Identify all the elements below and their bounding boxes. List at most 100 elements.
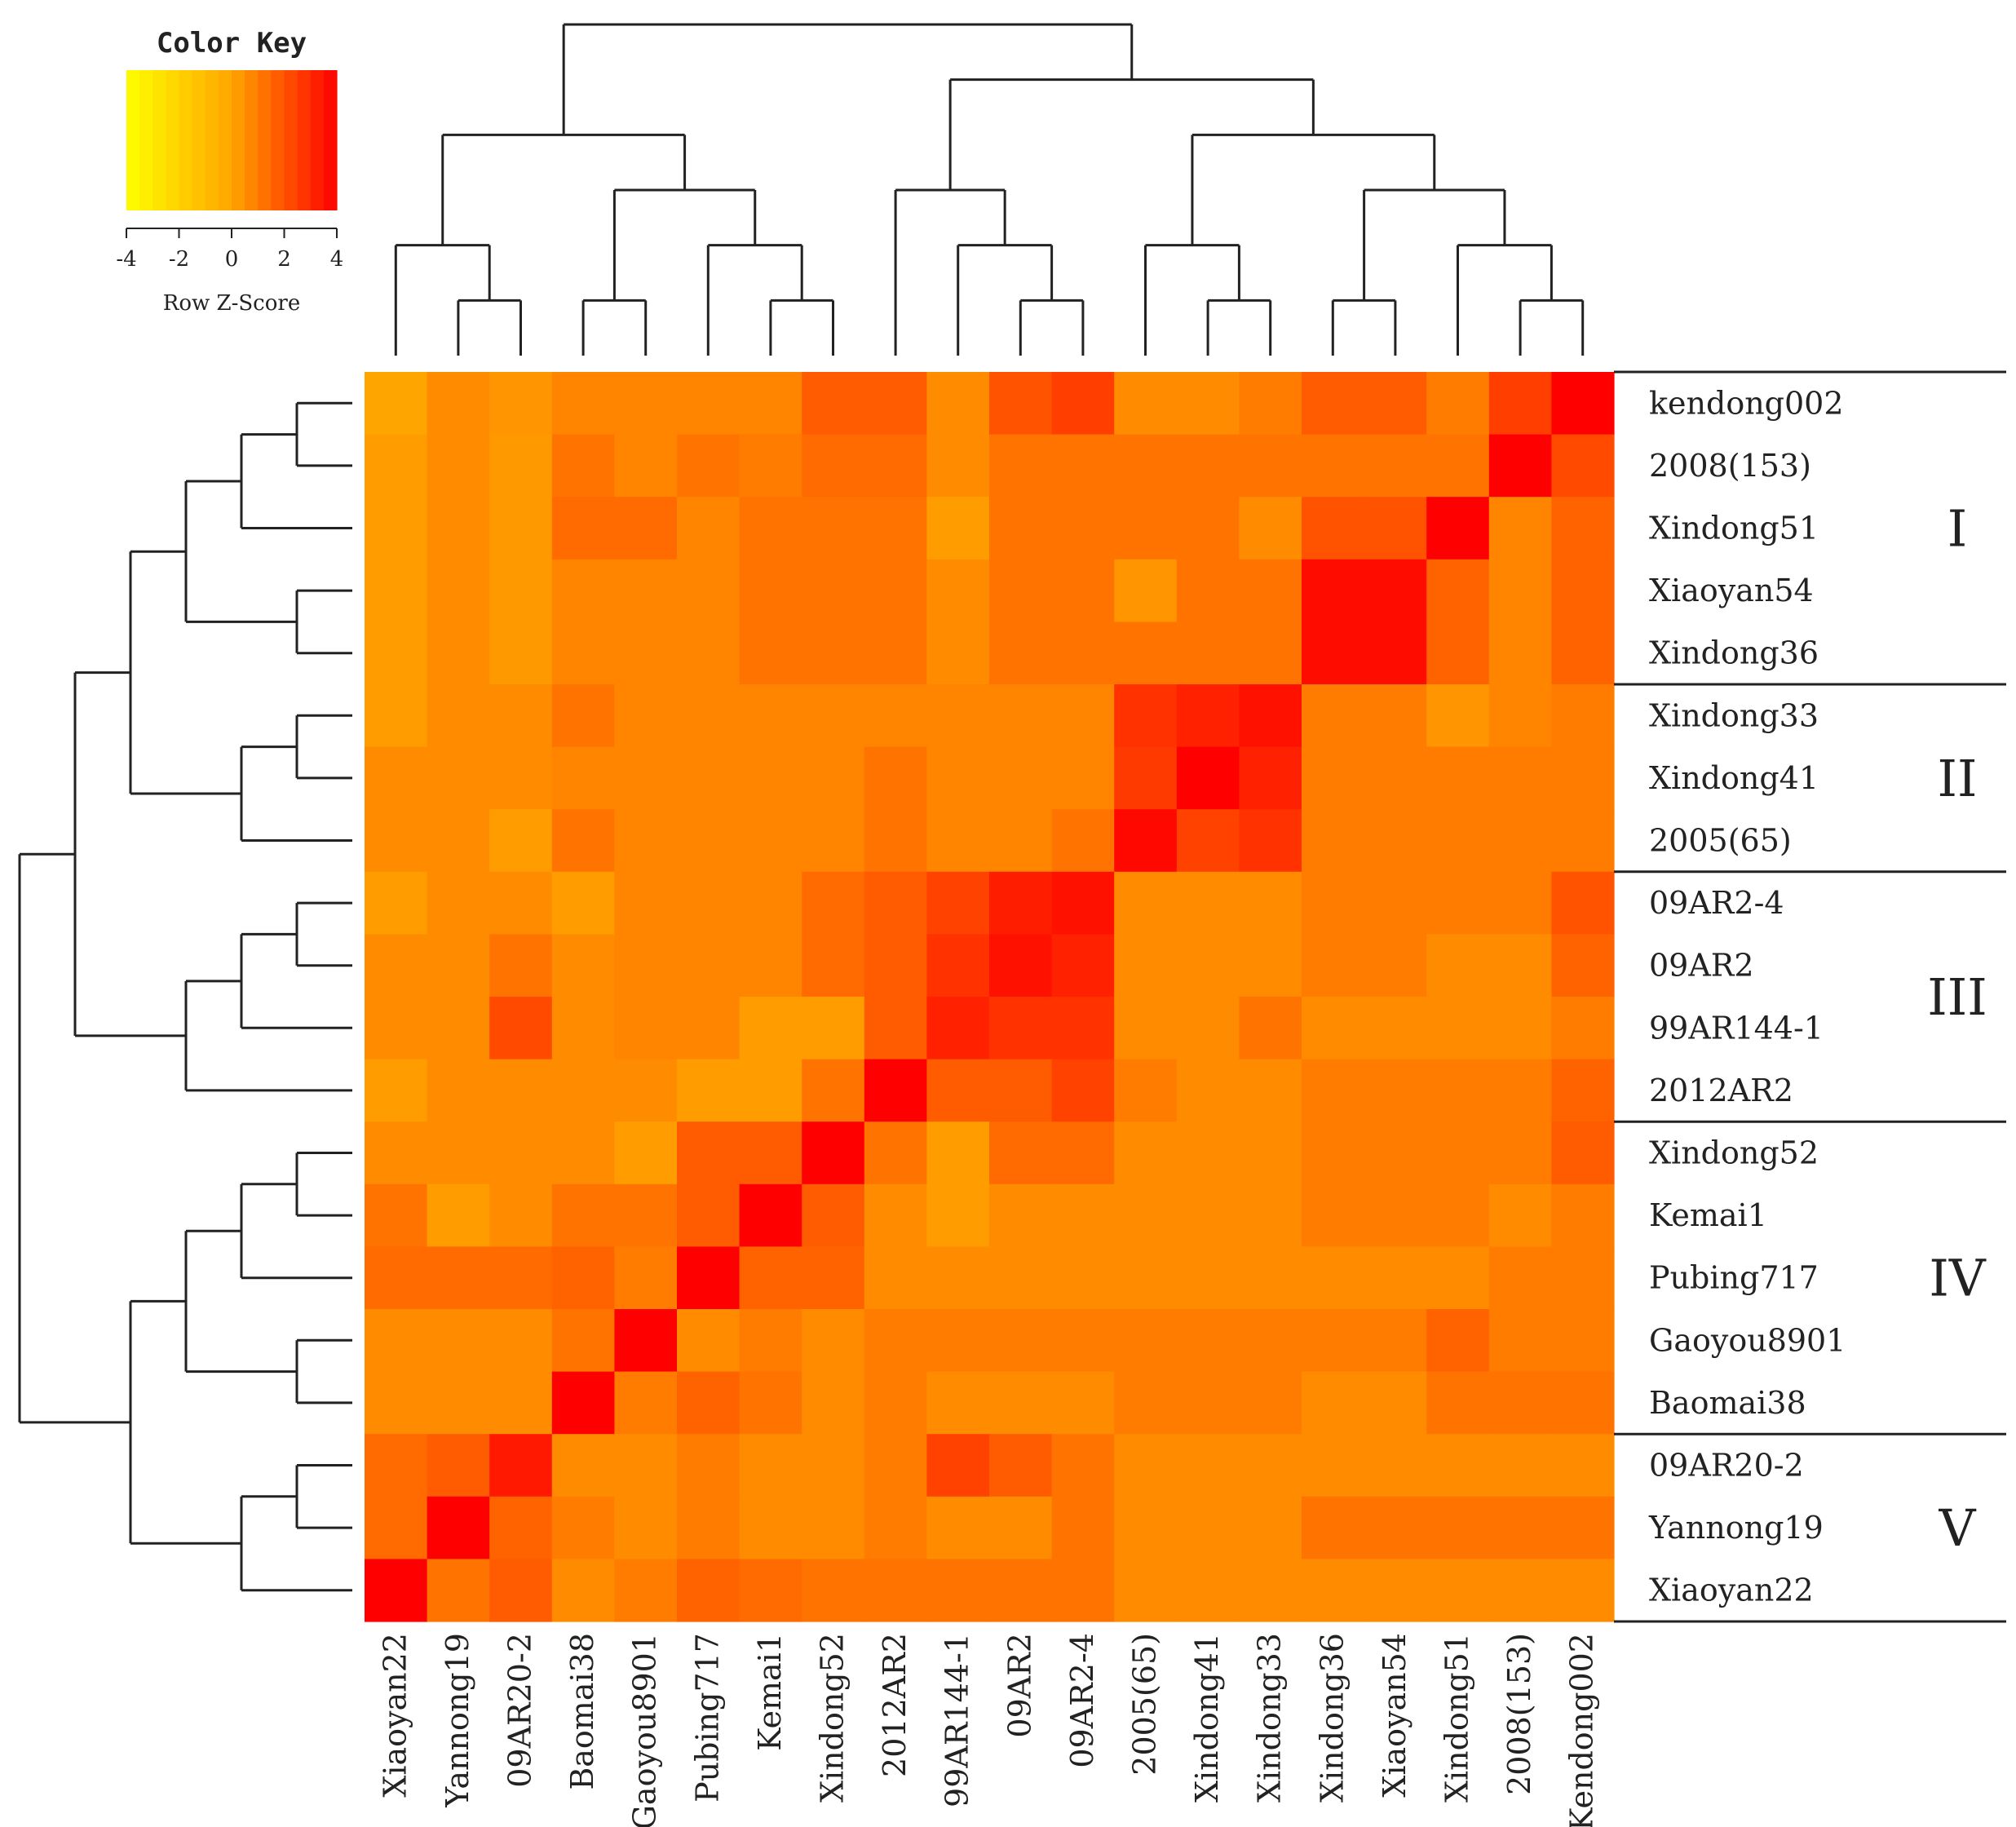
row-dendrogram xyxy=(18,401,352,1592)
heatmap-cell xyxy=(1302,1059,1365,1122)
heatmap-cell xyxy=(739,1496,802,1559)
heatmap-cell xyxy=(427,372,490,436)
heatmap-cell xyxy=(1364,1496,1427,1559)
color-key-band xyxy=(166,70,180,210)
heatmap-cell xyxy=(365,1434,428,1497)
heatmap-cell xyxy=(926,746,990,810)
heatmap-cell xyxy=(1239,934,1302,998)
heatmap-cell xyxy=(739,1246,802,1310)
heatmap-cell xyxy=(1176,934,1240,998)
heatmap-cell xyxy=(1114,1121,1178,1185)
column-labels: Xiaoyan22 Yannong19 09AR20-2 Baomai38 Gaoyou… xyxy=(377,1633,1599,1827)
heatmap-cell xyxy=(1114,1496,1178,1559)
heatmap-cell xyxy=(427,497,490,560)
heatmap-cell xyxy=(427,1496,490,1559)
heatmap-cell xyxy=(1239,1059,1302,1122)
heatmap-cell xyxy=(989,684,1053,748)
heatmap-cell xyxy=(864,1121,927,1185)
heatmap-cell xyxy=(1114,372,1178,436)
heatmap-cell xyxy=(926,372,990,436)
heatmap-cell xyxy=(1488,1121,1552,1185)
heatmap-cell xyxy=(489,871,553,935)
heatmap-cell xyxy=(489,684,553,748)
heatmap-cell xyxy=(802,809,865,873)
heatmap-cell xyxy=(1488,1434,1552,1497)
heatmap-cell xyxy=(1302,434,1365,498)
heatmap-cell xyxy=(1051,1121,1115,1185)
heatmap-cell xyxy=(427,1559,490,1622)
heatmap-cell xyxy=(427,1121,490,1185)
heatmap-cell xyxy=(926,997,990,1060)
color-key-band xyxy=(232,70,245,210)
heatmap-cell xyxy=(1239,622,1302,685)
heatmap-cell xyxy=(427,934,490,998)
heatmap-cell xyxy=(1114,1371,1178,1435)
color-key-band xyxy=(126,70,140,210)
heatmap-cell xyxy=(427,1183,490,1247)
row-label: 99AR144-1 xyxy=(1649,1010,1824,1046)
group-label: III xyxy=(1927,967,1987,1027)
heatmap-cell xyxy=(677,622,741,685)
heatmap-cell xyxy=(1114,746,1178,810)
heatmap-cell xyxy=(1302,622,1365,685)
heatmap-cell xyxy=(739,1059,802,1122)
heatmap-cell xyxy=(1364,1059,1427,1122)
heatmap-cell xyxy=(551,1121,615,1185)
heatmap-cell xyxy=(1488,1309,1552,1373)
heatmap-cell xyxy=(489,746,553,810)
heatmap-cell xyxy=(551,997,615,1060)
heatmap-cell xyxy=(1551,1559,1615,1622)
heatmap-cell xyxy=(427,622,490,685)
heatmap-cell xyxy=(739,934,802,998)
heatmap-cell xyxy=(427,434,490,498)
heatmap-cell xyxy=(489,622,553,685)
heatmap-cell xyxy=(365,934,428,998)
heatmap-cell xyxy=(926,934,990,998)
heatmap-cell xyxy=(1239,1309,1302,1373)
heatmap-cell xyxy=(926,684,990,748)
heatmap-cell xyxy=(926,497,990,560)
heatmap-cell xyxy=(365,434,428,498)
heatmap-cell xyxy=(677,934,741,998)
heatmap-cell xyxy=(1302,1309,1365,1373)
heatmap-cell xyxy=(1488,622,1552,685)
heatmap-cell xyxy=(489,1371,553,1435)
heatmap-cell xyxy=(551,746,615,810)
heatmap-cell xyxy=(926,809,990,873)
heatmap-cell xyxy=(1051,372,1115,436)
heatmap-cell xyxy=(489,809,553,873)
color-key-band xyxy=(139,70,153,210)
heatmap-cell xyxy=(427,809,490,873)
column-label: Xiaoyan54 xyxy=(1377,1633,1413,1798)
heatmap-cell xyxy=(1364,434,1427,498)
heatmap-cell xyxy=(1114,1434,1178,1497)
heatmap-cell xyxy=(989,746,1053,810)
heatmap-cell xyxy=(1114,1559,1178,1622)
heatmap-cell xyxy=(864,684,927,748)
heatmap-cell xyxy=(1176,1434,1240,1497)
heatmap-cell xyxy=(989,809,1053,873)
heatmap-cell xyxy=(802,497,865,560)
heatmap-cell xyxy=(489,1183,553,1247)
column-label: Xindong33 xyxy=(1252,1633,1288,1803)
heatmap-cell xyxy=(551,1246,615,1310)
heatmap-cell xyxy=(1302,809,1365,873)
row-label: Xiaoyan54 xyxy=(1649,573,1814,608)
heatmap-cell xyxy=(1364,1183,1427,1247)
column-label: Pubing717 xyxy=(689,1633,725,1803)
heatmap-cell xyxy=(1488,934,1552,998)
heatmap-cell xyxy=(1488,372,1552,436)
heatmap-cell xyxy=(489,1434,553,1497)
heatmap-cell xyxy=(1176,684,1240,748)
heatmap-cell xyxy=(1176,1246,1240,1310)
heatmap-cell xyxy=(989,1059,1053,1122)
heatmap-cell xyxy=(677,1121,741,1185)
heatmap-cell xyxy=(1488,1246,1552,1310)
heatmap-cell xyxy=(864,1496,927,1559)
heatmap-cell xyxy=(926,434,990,498)
column-label: Xindong52 xyxy=(815,1633,851,1803)
column-dendrogram xyxy=(394,23,1585,356)
heatmap-cell xyxy=(802,1371,865,1435)
heatmap-cell xyxy=(1302,1559,1365,1622)
heatmap-cell xyxy=(989,622,1053,685)
